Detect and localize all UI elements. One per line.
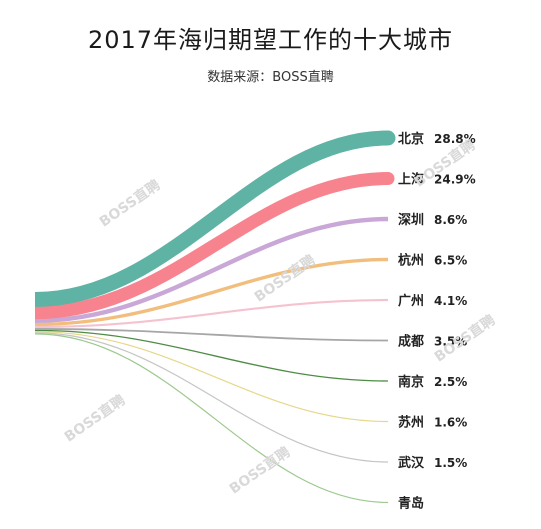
category-label: 北京 (398, 131, 424, 147)
flow-band-2 (34, 172, 389, 320)
value-label: 3.5% (434, 335, 467, 349)
flow-band-8 (34, 330, 389, 423)
category-label: 上海 (398, 172, 424, 188)
value-label: 8.6% (434, 213, 467, 227)
label-group: 北京 28.8% 上海 24.9% 深圳 8.6% 杭州 6.5% 广州 4.1% 成都 3.5% 南京… (398, 131, 476, 512)
flow-band-1 (34, 130, 389, 307)
value-label: 6.5% (434, 254, 467, 268)
flow-band-7 (34, 329, 389, 382)
flow-band-3 (34, 216, 389, 323)
flow-band-cap (380, 130, 396, 146)
flow-band-group (34, 130, 396, 504)
chart-title: 2017年海归期望工作的十大城市 (87, 26, 454, 54)
value-label: 2.5% (434, 375, 467, 389)
category-label: 深圳 (398, 212, 424, 228)
value-label: 28.8% (434, 132, 476, 146)
flow-band-4 (34, 257, 389, 327)
category-label: 青岛 (398, 496, 424, 512)
value-label: 4.1% (434, 294, 467, 308)
category-label: 广州 (398, 293, 424, 309)
flow-band-cap (381, 172, 395, 185)
value-label: 24.9% (434, 173, 476, 187)
value-label: 1.6% (434, 416, 467, 430)
flow-band-5 (34, 298, 389, 329)
category-label: 南京 (398, 374, 424, 390)
chart-subtitle: 数据来源：BOSS直聘 (207, 70, 334, 85)
category-label: 苏州 (398, 415, 424, 431)
flow-band-10 (34, 333, 389, 504)
category-label: 武汉 (398, 455, 425, 471)
category-label: 成都 (398, 334, 424, 350)
value-label: 1.5% (434, 456, 467, 470)
flow-band-6 (34, 328, 389, 342)
category-label: 杭州 (398, 253, 424, 269)
flow-band-9 (34, 332, 389, 463)
